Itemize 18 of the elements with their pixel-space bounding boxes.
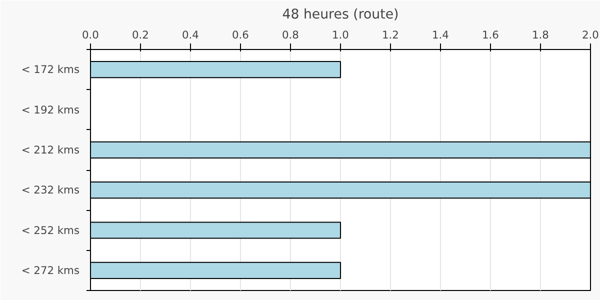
x-tick-label: 1.6	[482, 28, 500, 42]
y-tick-label: < 172 kms	[21, 63, 80, 76]
y-tick-label: < 252 kms	[21, 224, 80, 237]
x-tick-label: 0.2	[132, 28, 149, 42]
x-tick-label: 1.0	[332, 28, 350, 42]
x-tick-label: 0.4	[182, 28, 200, 42]
x-tick-label: 0.8	[282, 28, 300, 42]
y-tick-label: < 212 kms	[21, 143, 80, 156]
y-tick-label: < 192 kms	[21, 103, 80, 116]
x-tick-label: 2.0	[582, 28, 600, 42]
x-tick-label: 0.6	[232, 28, 250, 42]
chart-title: 48 heures (route)	[282, 8, 399, 22]
x-tick-label: 1.8	[532, 28, 550, 42]
x-tick-label: 0.0	[82, 28, 100, 42]
x-tick-label: 1.2	[382, 28, 399, 42]
x-tick-label: 1.4	[432, 28, 450, 42]
y-tick-label: < 232 kms	[21, 184, 80, 197]
y-tick-label: < 272 kms	[21, 264, 80, 277]
